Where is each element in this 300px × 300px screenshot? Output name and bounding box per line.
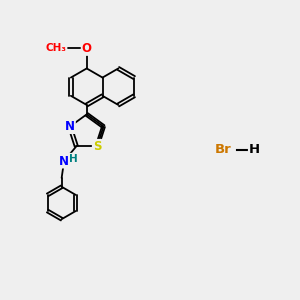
Text: S: S	[93, 140, 101, 153]
Text: N: N	[59, 154, 69, 167]
Text: CH₃: CH₃	[45, 44, 66, 53]
Text: O: O	[82, 42, 92, 55]
Text: H: H	[249, 143, 260, 157]
Text: H: H	[69, 154, 78, 164]
Text: Br: Br	[215, 143, 232, 157]
Text: N: N	[65, 120, 75, 133]
